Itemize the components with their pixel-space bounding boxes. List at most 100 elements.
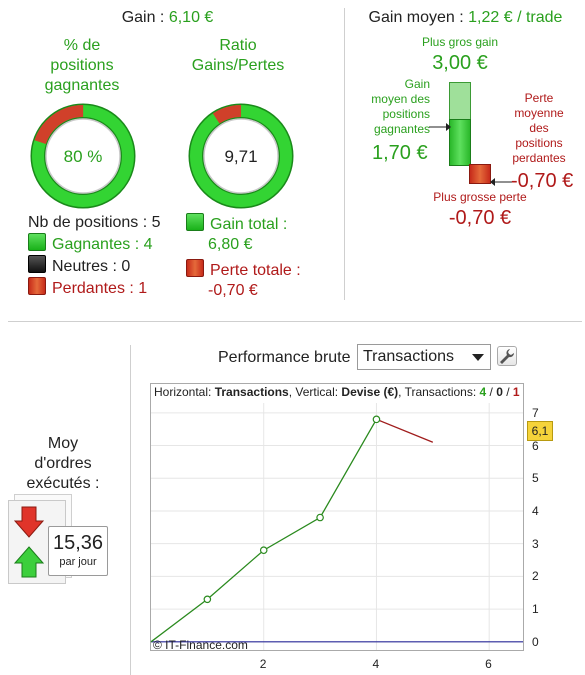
orders-title: Moy d'ordres exécutés : [8,434,118,494]
y-tick-label: 3 [532,536,539,551]
label-line: moyenne [514,106,564,120]
nb-positions: Nb de positions : 5 [28,214,161,231]
plus-grosse-perte-label: Plus grosse perte [433,190,527,204]
pct-value: 80 % [64,147,103,166]
chart-header-text: Horizontal: [154,385,215,399]
x-tick-label: 4 [372,657,380,671]
axis-select-value: Transactions [363,348,454,365]
gain-total-label: Gain total : [210,216,288,233]
label-line: des [529,121,549,135]
average-gain-bar [449,119,471,166]
x-tick-label: 6 [485,657,492,671]
orders-rate-box: 15,36 par jour [48,526,108,576]
label-line: moyen des [371,92,430,106]
legend-neutres: Neutres : 0 [28,255,161,277]
tx-loss-count: 1 [512,385,520,399]
totals-legend: Gain total : 6,80 € Perte totale : -0,70… [186,213,301,301]
average-loss-bar [469,164,491,184]
gain-summary: Gain : 6,10 € [0,9,335,27]
pct-title-line: % de [63,37,101,54]
pct-title-line: gagnantes [44,77,120,94]
perte-totale-value: -0,70 € [208,282,258,299]
chart-header-text: , Transactions: [398,385,480,399]
pct-winning-title: % de positions gagnantes [24,36,140,96]
ratio-title: Ratio Gains/Pertes [180,36,296,76]
orders-rate-value: 15,36 [52,532,104,554]
label-line: Gain [404,77,430,91]
performance-chart [150,403,523,650]
tx-win-count: 4 [479,385,487,399]
orders-title-line: Moy [47,435,79,452]
chart-header-text: / [486,385,497,399]
pct-title-line: positions [50,57,114,74]
green-square-icon [28,233,46,251]
arrow-up-green-icon [14,546,44,578]
winning-pct-donut: 80 % [30,103,136,209]
perte-moyenne-value: -0,70 € [511,170,574,192]
ratio-title-line: Gains/Pertes [191,57,285,74]
ratio-value: 9,71 [224,147,257,166]
gain-moyen-positions-value: 1,70 € [372,142,428,164]
gain-label: Gain : [121,9,169,26]
section-divider [8,321,582,322]
label-line: positions [515,136,563,150]
chart-header: Horizontal: Transactions, Vertical: Devi… [154,385,520,399]
label-line: gagnantes [373,122,430,136]
data-point [203,595,212,604]
performance-chart-frame [150,383,524,651]
red-square-icon [28,277,46,295]
data-point [316,513,324,522]
gain-total-label-row: Gain total : [186,213,301,235]
plus-gros-gain-label: Plus gros gain [421,35,499,49]
current-value-badge: 6,1 [527,421,553,441]
chart-header-text: , Vertical: [288,385,342,399]
tx-neutral-count: 0 [496,385,503,399]
axis-select[interactable]: Transactions [357,344,491,370]
gain-moyen-value: 1,22 € / trade [468,9,563,26]
label-line: perdantes [512,151,566,165]
plus-grosse-perte-value: -0,70 € [448,207,512,229]
data-point [259,546,268,555]
settings-button[interactable] [497,346,517,366]
gain-value: 6,10 € [168,9,214,26]
chart-header-vertical: Devise (€) [341,385,399,399]
chart-credit: © IT-Finance.com [153,638,248,652]
ratio-title-line: Ratio [219,37,257,54]
perte-moyenne-label: Perte moyenne des positions perdantes [506,91,572,166]
green-square-icon [186,213,204,231]
y-tick-label: 2 [532,569,539,584]
y-tick-label: 7 [532,405,539,420]
gain-moyen-summary: Gain moyen : 1,22 € / trade [346,9,585,27]
arrow-right-icon [429,123,451,131]
ratio-donut: 9,71 [188,103,294,209]
chart-header-text: / [502,385,513,399]
gain-moyen-label: Gain moyen : [368,9,469,26]
top-vertical-divider [344,8,345,300]
series-line [376,418,434,443]
arrow-down-red-icon [14,506,44,538]
legend-gagnantes: Gagnantes : 4 [28,233,161,255]
chart-header-horizontal: Transactions [214,385,289,399]
black-square-icon [28,255,46,273]
legend-neutres-label: Neutres : 0 [52,258,131,275]
perte-totale-label-row: Perte totale : [186,259,301,281]
red-square-icon [186,259,204,277]
orders-title-line: d'ordres [34,455,92,472]
legend-perdantes-label: Perdantes : 1 [52,280,148,297]
orders-title-line: exécutés : [26,475,100,492]
positions-legend: Nb de positions : 5 Gagnantes : 4 Neutre… [28,213,161,299]
legend-perdantes: Perdantes : 1 [28,277,161,299]
data-point [372,415,381,424]
label-line: positions [382,107,430,121]
chevron-down-icon [472,354,484,361]
y-tick-label: 5 [532,471,539,486]
performance-label: Performance brute [218,349,351,366]
y-tick-label: 4 [532,503,539,518]
y-tick-label: 6 [532,438,539,453]
best-gain-bar [449,82,471,121]
wrench-icon [500,349,515,364]
y-tick-label: 1 [532,602,539,617]
bottom-vertical-divider [130,345,131,675]
donut-loss-arc [189,105,292,207]
arrow-left-icon [490,178,512,186]
